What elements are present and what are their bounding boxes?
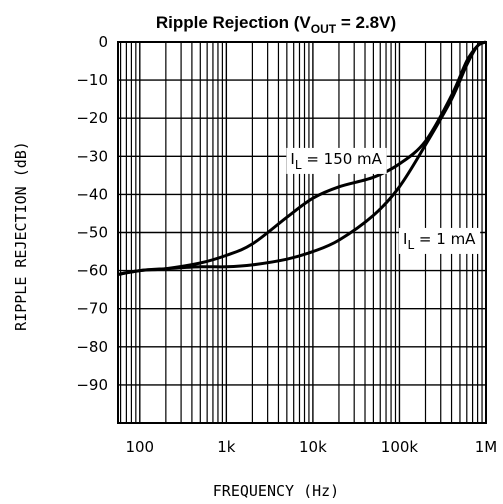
series-label-rest: = 150 mA (302, 150, 383, 168)
plot-border (117, 41, 487, 424)
series-label-rest: = 1 mA (414, 230, 476, 248)
chart-title-suffix: = 2.8V) (336, 13, 396, 32)
x-tick-label: 1k (217, 438, 236, 456)
y-tick-label: −60 (76, 262, 108, 280)
series-label-main: I (290, 150, 294, 168)
series-label-main: I (403, 230, 407, 248)
y-tick-label: −30 (76, 147, 108, 165)
series-label-text: IL = 150 mA (290, 150, 382, 172)
y-tick-label: −90 (76, 376, 108, 394)
series-line-2 (117, 40, 487, 276)
curves (117, 40, 487, 276)
series-label-background (399, 227, 481, 254)
chart-title: Ripple Rejection (VOUT = 2.8V) (156, 13, 396, 36)
y-tick-label: −70 (76, 300, 108, 318)
series-label-1: IL = 150 mA (286, 147, 387, 174)
grid (118, 42, 486, 423)
chart-title-prefix: Ripple Rejection (V (156, 13, 312, 32)
y-tick-label: −40 (76, 185, 108, 203)
series-label-sub: L (295, 158, 302, 172)
y-tick-label: −20 (76, 109, 108, 127)
chart-title-subscript: OUT (311, 22, 337, 36)
x-axis-label: FREQUENCY (Hz) (213, 482, 339, 500)
x-tick-label: 100k (381, 438, 419, 456)
y-axis-label: RIPPLE REJECTION (dB) (12, 141, 30, 331)
series-label-background (286, 147, 387, 174)
y-tick-label: −10 (76, 71, 108, 89)
series-label-text: IL = 1 mA (403, 230, 476, 252)
x-tick-label: 1M (475, 438, 498, 456)
x-tick-label: 100 (125, 438, 154, 456)
series-label-sub: L (407, 238, 414, 252)
plot-frame (117, 41, 487, 424)
tick-labels: 0 −10 −20 −30 −40 −50 −60 −70 −80 −90 100 1k 10k 100k… (76, 33, 497, 456)
y-tick-label: 0 (98, 33, 108, 51)
series-label-2: IL = 1 mA (399, 227, 481, 254)
y-tick-label: −50 (76, 224, 108, 242)
y-tick-label: −80 (76, 338, 108, 356)
x-tick-label: 10k (299, 438, 327, 456)
